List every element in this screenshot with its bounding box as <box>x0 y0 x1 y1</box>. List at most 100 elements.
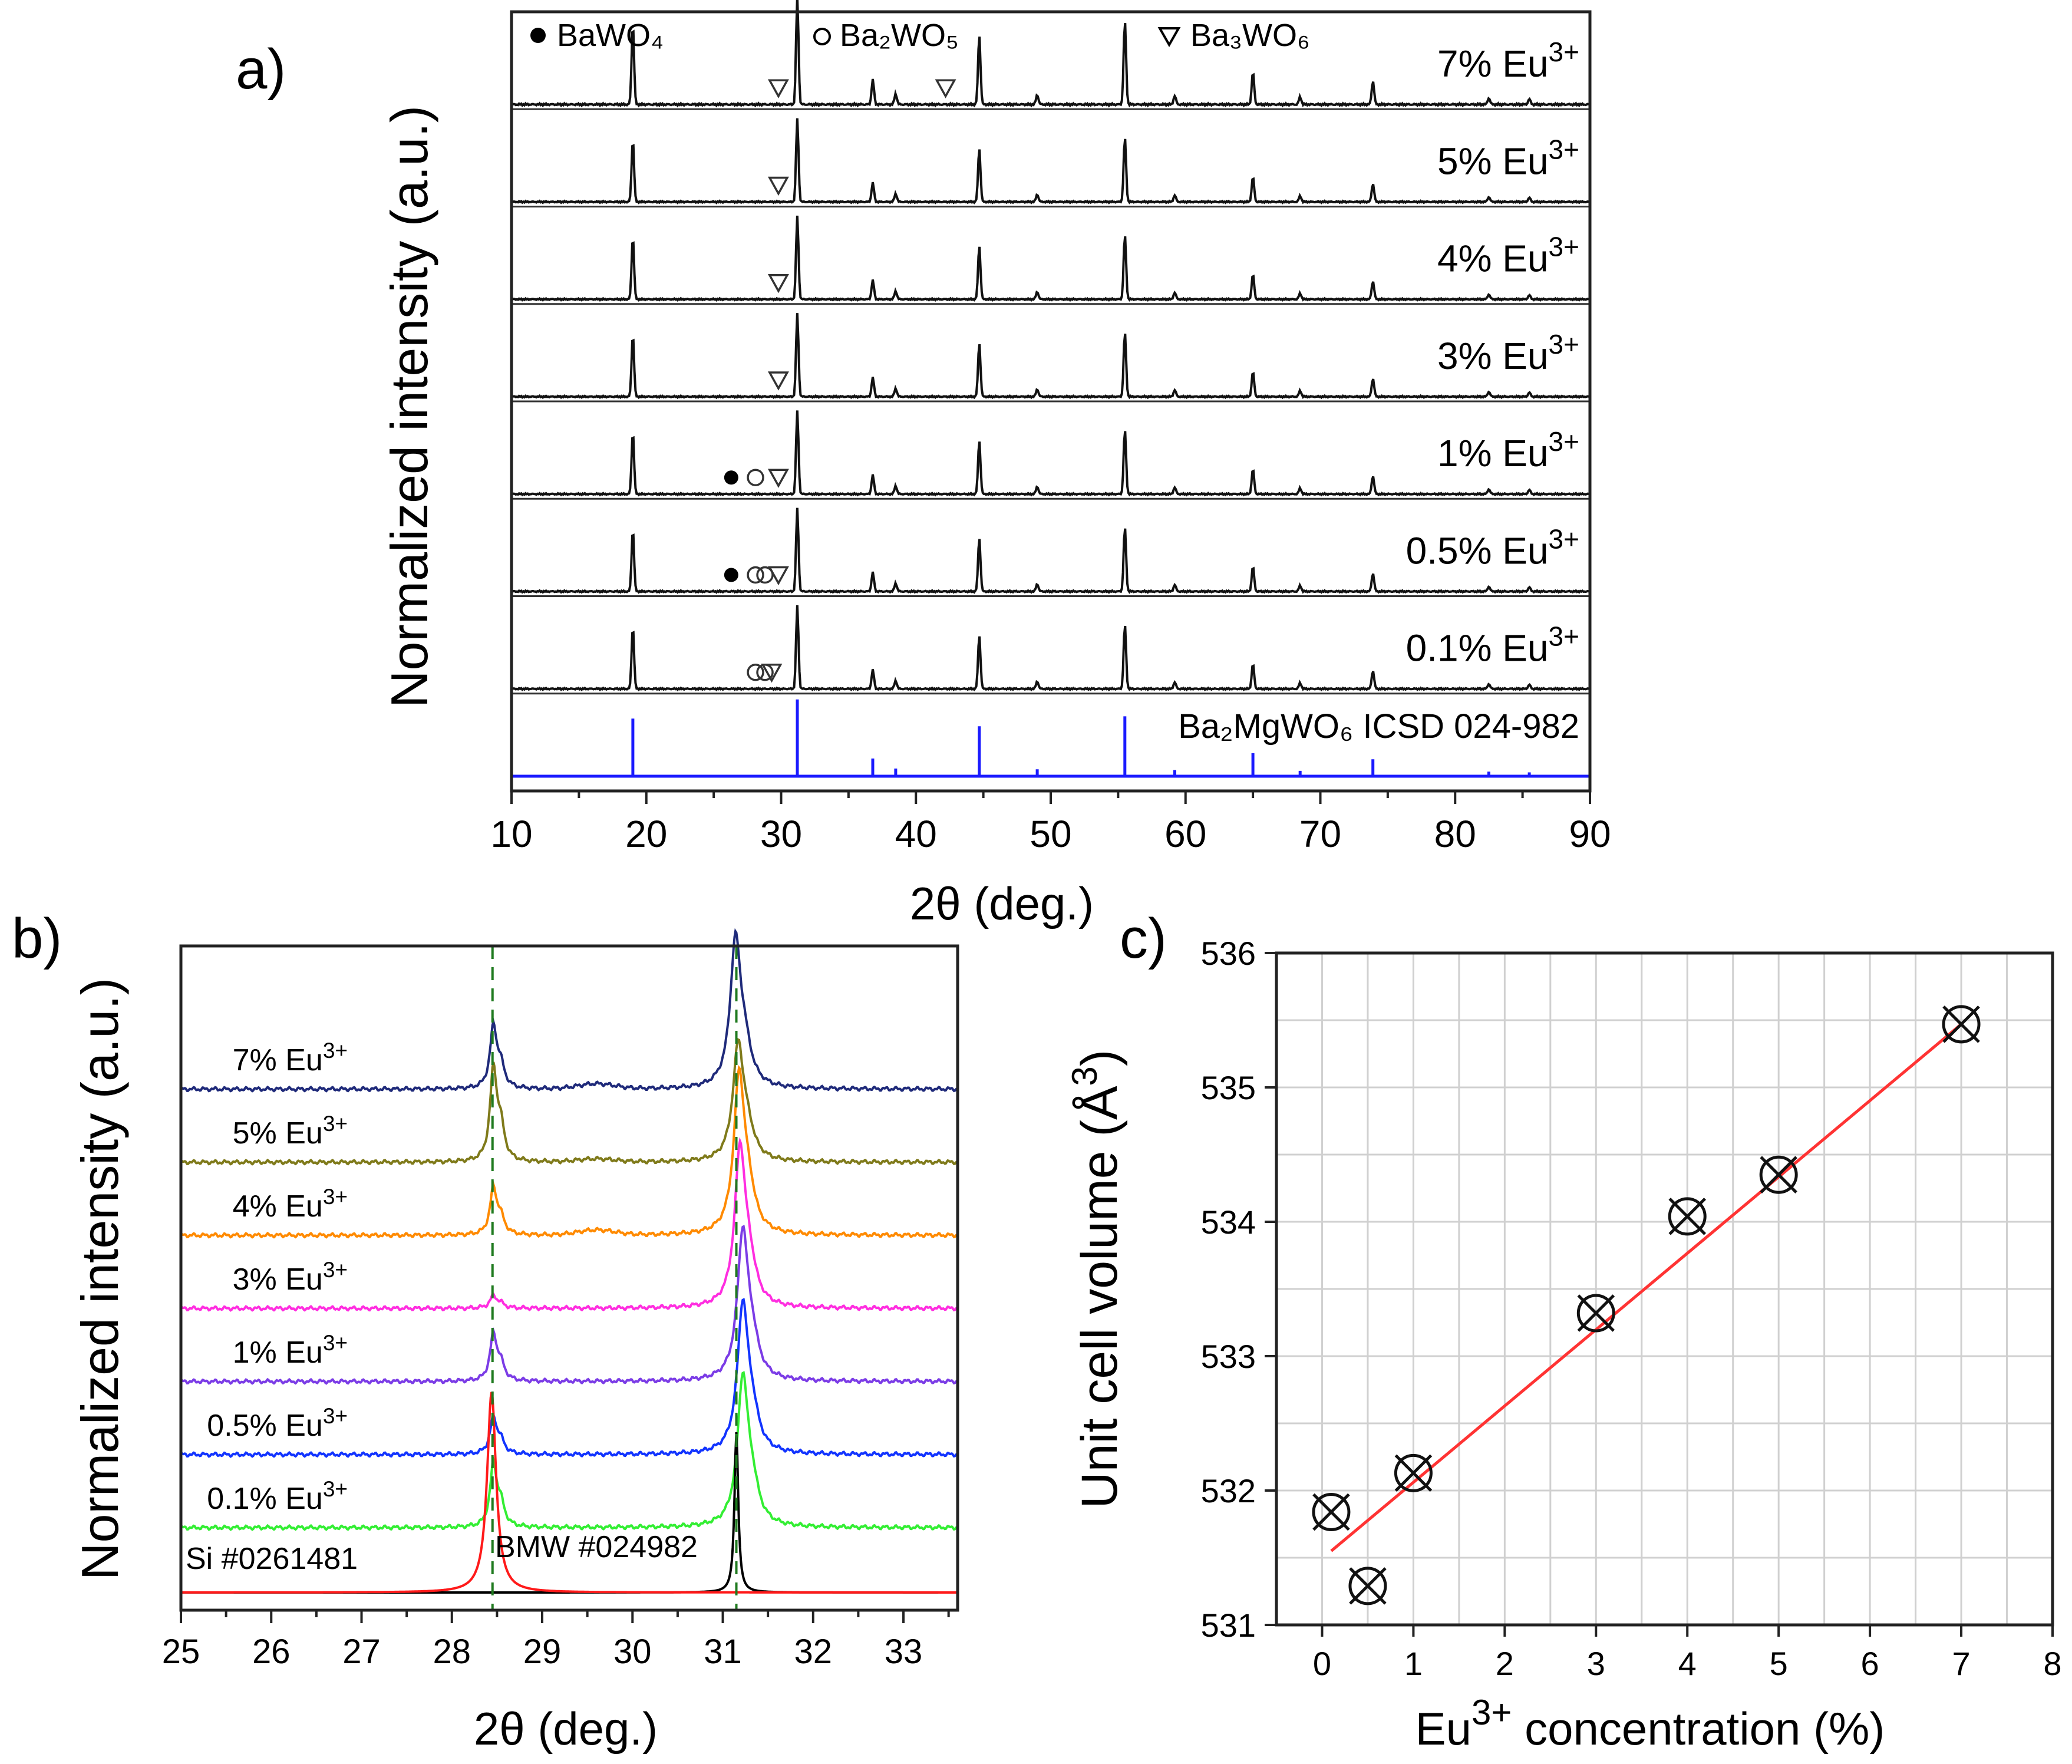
panel-a-x-label: 2θ (deg.) <box>910 878 1094 929</box>
data-point <box>1394 1453 1433 1492</box>
panel-c-y-label-close: ) <box>1071 1050 1128 1067</box>
panel-a-x-tick-label: 80 <box>1434 813 1476 855</box>
panel-b-x-tick-label: 26 <box>252 1633 291 1671</box>
panel-b-trace <box>181 1370 958 1531</box>
marker-triangle-down-icon <box>767 79 789 98</box>
panel-b-x-tick-label: 28 <box>433 1633 471 1671</box>
panel-b-series-label: 1% Eu3+ <box>233 1331 348 1370</box>
panel-c-y-tick-label: 536 <box>1201 935 1256 972</box>
legend-label-bawo4: BaWO₄ <box>557 18 664 53</box>
data-point-circle <box>1668 1197 1707 1236</box>
panel-a-x-tick-label: 10 <box>490 813 532 855</box>
panel-b-series-label-sup: 3+ <box>323 1112 348 1136</box>
panel-b-series-label-sup: 3+ <box>323 1258 348 1282</box>
panel-c-grid <box>1275 952 2054 1626</box>
panel-a-series-label-main: 4% Eu <box>1437 238 1549 280</box>
panel-c-x-tick-label: 3 <box>1587 1645 1605 1682</box>
panel-b-series-labels: 7% Eu3+5% Eu3+4% Eu3+3% Eu3+1% Eu3+0.5% … <box>186 1038 698 1576</box>
legend-label-ba2wo5: Ba₂WO₅ <box>840 18 959 53</box>
marker-filled-circle-icon <box>724 470 738 485</box>
panel-b-x-tick-label: 31 <box>704 1633 742 1671</box>
panel-b-series-label: 5% Eu3+ <box>233 1112 348 1150</box>
panel-c-y-tick-label: 535 <box>1201 1069 1256 1106</box>
panel-a-series-label-sup: 3+ <box>1549 329 1579 360</box>
panel-a-x-tick-label: 50 <box>1030 813 1071 855</box>
panel-c-fit-line <box>1330 1023 1962 1552</box>
panel-a-series-label: 5% Eu3+ <box>1437 134 1579 182</box>
panel-b-x-tick-label: 25 <box>162 1633 200 1671</box>
marker-filled-circle-icon <box>724 568 738 582</box>
panel-a-y-label: Normalized intensity (a.u.) <box>380 105 438 708</box>
panel-c-x-label-main: Eu <box>1416 1703 1471 1755</box>
data-point-circle <box>1576 1294 1615 1333</box>
panel-b-traces <box>181 928 958 1594</box>
panel-b-reference-si-label: Si #0261481 <box>186 1542 358 1576</box>
data-point <box>1668 1197 1707 1236</box>
data-point-cross <box>1760 1156 1797 1193</box>
panel-a-legend: BaWO₄ Ba₂WO₅ Ba₃WO₆ <box>530 18 1310 53</box>
panel-b-trace <box>181 1224 958 1385</box>
panel-c-x-label: Eu3+ concentration (%) <box>1416 1693 1885 1755</box>
data-point <box>1312 1492 1351 1531</box>
panel-b-series-label: 3% Eu3+ <box>233 1258 348 1297</box>
panel-b-series-label-main: 0.1% Eu <box>207 1482 323 1516</box>
panel-c-x-tick-label: 1 <box>1404 1645 1423 1682</box>
data-point-circle <box>1394 1453 1433 1492</box>
panel-a-series-label-sup: 3+ <box>1549 134 1579 164</box>
data-point <box>1348 1567 1387 1605</box>
marker-triangle-down-icon <box>935 79 956 98</box>
data-point-circle <box>1312 1492 1351 1531</box>
panel-c-x-tick-label: 8 <box>2043 1645 2061 1682</box>
panel-b-series-label-main: 4% Eu <box>233 1189 323 1224</box>
panel-a-series-label: 1% Eu3+ <box>1437 426 1579 474</box>
panel-c-label: c) <box>1120 907 1167 970</box>
panel-a-series-label-main: 7% Eu <box>1437 42 1549 85</box>
legend-filled-circle-icon <box>530 28 546 43</box>
panel-a: a) 10 20 30 40 50 60 70 80 90 2θ (deg.) Normaliz… <box>236 0 1611 929</box>
panel-c-y-label-sup: 3 <box>1065 1066 1104 1086</box>
panel-b-series-label: 7% Eu3+ <box>233 1038 348 1077</box>
marker-triangle-down-icon <box>767 371 789 391</box>
panel-b-trace <box>181 1137 958 1312</box>
panel-b-x-tick-label: 33 <box>885 1633 923 1671</box>
panel-b-x-label: 2θ (deg.) <box>474 1703 658 1755</box>
data-point-cross <box>1577 1294 1615 1332</box>
marker-triangle-down-icon <box>761 664 783 683</box>
panel-b-reference-lines <box>491 946 738 1610</box>
panel-c-y-label-main: Unit cell volume (Å <box>1071 1086 1128 1509</box>
panel-a-series-label: 7% Eu3+ <box>1437 37 1579 85</box>
panel-a-series-label-sup: 3+ <box>1549 523 1579 554</box>
panel-b-label: b) <box>12 907 62 970</box>
data-point <box>1759 1155 1798 1194</box>
panel-a-series-label: 4% Eu3+ <box>1437 232 1579 280</box>
marker-triangle-down-icon <box>767 566 789 586</box>
panel-a-series-label-sup: 3+ <box>1549 37 1579 67</box>
panel-b-x-tick-label: 29 <box>523 1633 562 1671</box>
panel-a-series-label: 0.1% Eu3+ <box>1406 621 1579 670</box>
panel-a-series-label-main: 0.5% Eu <box>1406 529 1549 572</box>
panel-a-series-label-main: 1% Eu <box>1437 432 1549 474</box>
panel-c-y-tick-label: 532 <box>1201 1472 1256 1509</box>
panel-b-series-label-main: 3% Eu <box>233 1262 323 1297</box>
panel-a-trace <box>511 410 1591 497</box>
panel-a-x-tick-label: 60 <box>1164 813 1206 855</box>
legend-open-circle-icon <box>813 28 831 45</box>
panel-b-series-label-sup: 3+ <box>323 1185 348 1209</box>
legend-triangle-down-icon <box>1157 27 1181 48</box>
panel-b-reference-bmw-label: BMW #024982 <box>495 1530 698 1564</box>
panel-a-trace <box>511 0 1591 108</box>
panel-a-series-label-main: 0.1% Eu <box>1406 627 1549 670</box>
panel-c-x-label-rest: concentration (%) <box>1512 1703 1885 1755</box>
panel-b-series-label-sup: 3+ <box>323 1331 348 1355</box>
data-point <box>1942 1005 1981 1044</box>
panel-c-points <box>1312 1005 1981 1605</box>
panel-c-y-tick-label: 534 <box>1201 1204 1256 1241</box>
panel-a-series-label-main: 5% Eu <box>1437 140 1549 182</box>
marker-open-circle-icon <box>747 469 764 486</box>
panel-a-series-labels: 7% Eu3+5% Eu3+4% Eu3+3% Eu3+1% Eu3+0.5% … <box>724 37 1579 746</box>
panel-b-series-label-sup: 3+ <box>323 1404 348 1428</box>
panel-a-trace <box>511 507 1591 594</box>
panel-a-series-label-sup: 3+ <box>1549 232 1579 262</box>
panel-a-series-label-main: 3% Eu <box>1437 335 1549 377</box>
